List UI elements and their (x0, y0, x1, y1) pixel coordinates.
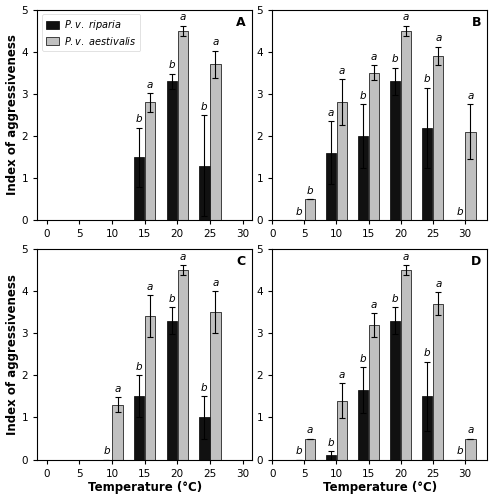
Bar (177, 30, 188, 220)
Text: a: a (467, 425, 474, 435)
Text: a: a (403, 12, 409, 22)
Text: a: a (147, 282, 153, 292)
Bar (134, 157, 144, 220)
Bar (210, 312, 221, 460)
Text: a: a (114, 384, 121, 394)
Bar (167, 81, 177, 220)
Text: a: a (467, 91, 474, 101)
Legend: $P.v.$ $riparia$, $P.v.$ $aestivalis$: $P.v.$ $riparia$, $P.v.$ $aestivalis$ (42, 14, 141, 51)
Text: b: b (456, 207, 463, 217)
Bar (112, 405, 123, 460)
Bar (210, 64, 221, 220)
Text: b: b (103, 446, 110, 456)
Text: a: a (339, 66, 345, 76)
Bar (167, 320, 177, 460)
Text: B: B (471, 16, 481, 29)
Text: a: a (403, 252, 409, 262)
Bar (358, 136, 368, 220)
Text: b: b (295, 446, 302, 456)
Bar (145, 316, 155, 460)
Bar (422, 396, 432, 460)
Bar (145, 102, 155, 220)
Text: b: b (424, 74, 431, 84)
Bar (401, 30, 411, 220)
Bar (401, 270, 411, 460)
Text: a: a (307, 425, 313, 435)
Text: a: a (179, 12, 186, 22)
Text: a: a (371, 52, 377, 62)
Text: A: A (236, 16, 246, 29)
Bar (199, 166, 210, 220)
Bar (465, 132, 476, 220)
Text: a: a (328, 108, 334, 118)
Text: a: a (212, 278, 218, 287)
Text: a: a (212, 38, 218, 48)
Text: b: b (360, 354, 366, 364)
Bar (358, 390, 368, 460)
Text: b: b (136, 114, 142, 124)
Text: b: b (169, 294, 175, 304)
Text: a: a (435, 34, 441, 43)
Bar (337, 400, 347, 460)
Bar (134, 396, 144, 460)
Bar (369, 325, 379, 460)
Text: b: b (307, 186, 313, 196)
Bar (199, 418, 210, 460)
Bar (326, 153, 336, 220)
Bar (422, 128, 432, 220)
Text: b: b (295, 207, 302, 217)
Bar (433, 304, 443, 460)
Text: b: b (392, 294, 398, 304)
Text: b: b (328, 438, 334, 448)
Text: b: b (201, 383, 208, 393)
Text: a: a (371, 300, 377, 310)
Y-axis label: Index of aggressiveness: Index of aggressiveness (5, 274, 19, 434)
Text: b: b (201, 102, 208, 112)
Bar (369, 73, 379, 221)
Y-axis label: Index of aggressiveness: Index of aggressiveness (5, 34, 19, 196)
Text: b: b (360, 91, 366, 101)
Bar (433, 56, 443, 220)
Text: a: a (147, 80, 153, 90)
Bar (337, 102, 347, 220)
Bar (390, 81, 400, 220)
Text: D: D (471, 255, 481, 268)
Bar (326, 456, 336, 460)
Text: b: b (424, 348, 431, 358)
Text: b: b (456, 446, 463, 456)
Text: b: b (169, 60, 175, 70)
X-axis label: Temperature (°C): Temperature (°C) (88, 482, 202, 494)
Bar (305, 438, 315, 460)
X-axis label: Temperature (°C): Temperature (°C) (323, 482, 437, 494)
Bar (177, 270, 188, 460)
Bar (390, 320, 400, 460)
Text: b: b (392, 54, 398, 64)
Text: a: a (339, 370, 345, 380)
Text: C: C (237, 255, 246, 268)
Text: b: b (136, 362, 142, 372)
Bar (465, 438, 476, 460)
Text: a: a (179, 252, 186, 262)
Bar (305, 199, 315, 220)
Text: a: a (435, 278, 441, 288)
